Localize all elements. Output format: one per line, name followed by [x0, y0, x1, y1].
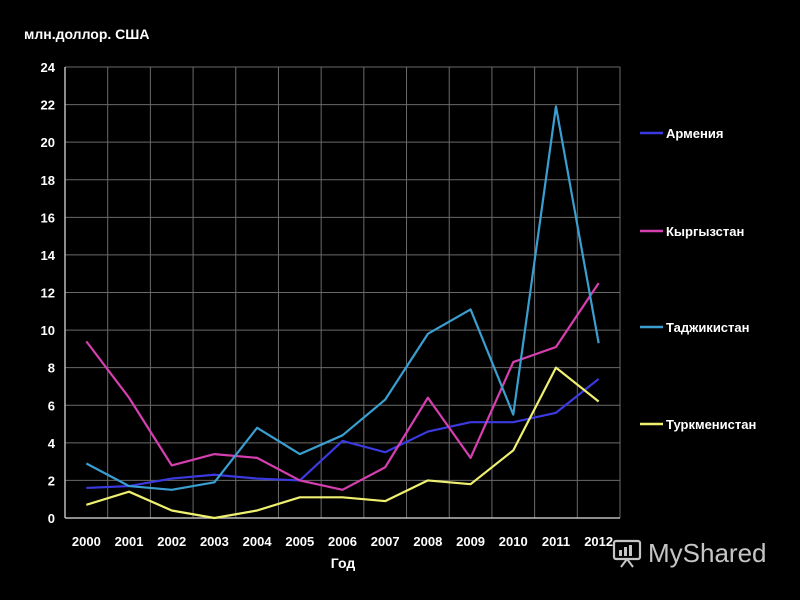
grid	[64, 66, 621, 519]
y-tick-label: 8	[48, 361, 55, 376]
x-tick-label: 2000	[72, 534, 101, 549]
y-tick-label: 18	[41, 173, 55, 188]
legend-label: Туркменистан	[666, 417, 756, 432]
x-tick-label: 2009	[456, 534, 485, 549]
watermark: MyShared	[610, 536, 767, 570]
x-tick-label: 2002	[157, 534, 186, 549]
legend-label: Таджикистан	[666, 320, 749, 335]
legend: Армения Кыргызстан Таджикистан Туркменистан	[640, 126, 756, 432]
y-tick-label: 10	[41, 323, 55, 338]
y-tick-label: 2	[48, 473, 55, 488]
x-tick-label: 2004	[243, 534, 273, 549]
y-tick-label: 20	[41, 135, 55, 150]
x-tick-label: 2003	[200, 534, 229, 549]
x-tick-label: 2007	[371, 534, 400, 549]
y-tick-label: 0	[48, 511, 55, 526]
y-tick-label: 24	[41, 60, 56, 75]
legend-label: Армения	[666, 126, 723, 141]
legend-label: Кыргызстан	[666, 224, 744, 239]
x-tick-label: 2006	[328, 534, 357, 549]
y-tick-label: 22	[41, 98, 55, 113]
y-tick-label: 4	[48, 436, 56, 451]
x-tick-label: 2001	[115, 534, 144, 549]
series-lines	[85, 105, 600, 520]
x-tick-label: 2010	[499, 534, 528, 549]
x-tick-label: 2011	[542, 534, 570, 549]
y-axis-unit-label: млн.доллор. США	[24, 26, 150, 42]
y-tick-label: 12	[41, 286, 55, 301]
series-line-2	[85, 105, 600, 491]
x-tick-label: 2005	[285, 534, 314, 549]
series-line-0	[86, 378, 600, 490]
series-line-3	[86, 366, 600, 520]
x-tick-label: 2012	[584, 534, 613, 549]
presentation-icon	[612, 539, 642, 568]
x-tick-label: 2008	[413, 534, 442, 549]
watermark-text: MyShared	[648, 537, 767, 568]
y-tick-label: 6	[48, 398, 55, 413]
x-axis-title: Год	[331, 555, 356, 571]
y-tick-label: 14	[41, 248, 56, 263]
y-tick-label: 16	[41, 210, 55, 225]
series-line-1	[85, 282, 600, 491]
